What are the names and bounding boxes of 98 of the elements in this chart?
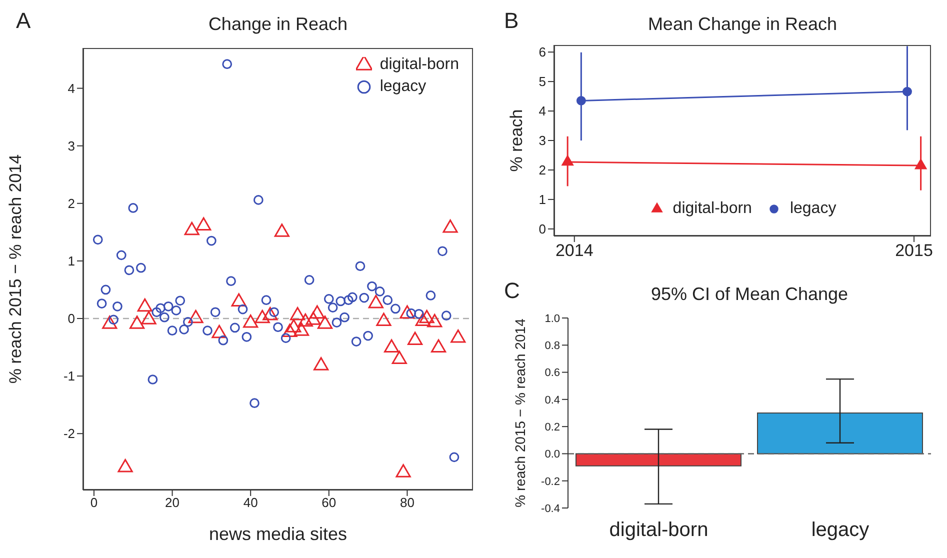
point xyxy=(128,203,138,213)
chart-title: Change in Reach xyxy=(207,14,349,35)
point xyxy=(382,295,393,306)
point xyxy=(359,292,370,303)
y-tick-label: 3 xyxy=(538,133,546,148)
point xyxy=(226,276,236,286)
text: B xyxy=(504,8,519,34)
point xyxy=(179,324,189,334)
point xyxy=(441,310,452,321)
y-tick-label: 0 xyxy=(538,222,546,237)
point xyxy=(218,335,228,346)
point xyxy=(576,96,586,106)
point xyxy=(206,236,216,246)
point xyxy=(367,281,377,292)
point xyxy=(426,290,436,300)
y-tick-label: 3 xyxy=(68,138,75,154)
point xyxy=(163,301,174,312)
point xyxy=(250,398,260,408)
point xyxy=(332,318,342,328)
point xyxy=(222,59,232,70)
point xyxy=(253,195,264,205)
point xyxy=(238,304,248,314)
y-tick-label: 6 xyxy=(538,44,546,60)
point xyxy=(324,294,334,304)
y-tick-label: 1 xyxy=(68,254,75,269)
point xyxy=(136,262,146,273)
point xyxy=(210,307,220,318)
legend-label: legacy xyxy=(790,200,836,218)
x-tick-label: 60 xyxy=(322,495,336,510)
y-tick-label: -1 xyxy=(63,368,75,384)
point xyxy=(167,326,178,336)
y-tick-label: 0.2 xyxy=(544,421,560,434)
y-tick-label: 0.4 xyxy=(544,394,560,406)
point xyxy=(351,336,362,346)
chart-title: Mean Change in Reach xyxy=(646,14,838,35)
point xyxy=(344,295,354,306)
x-tick-label: 20 xyxy=(165,495,180,510)
point xyxy=(230,322,240,333)
text: A xyxy=(16,8,31,34)
point xyxy=(363,330,373,341)
y-tick-label: 4 xyxy=(68,80,75,96)
x-tick-label: 2014 xyxy=(555,241,594,260)
legend-label: digital-born xyxy=(380,56,459,74)
point xyxy=(336,296,346,306)
point xyxy=(175,296,186,306)
point xyxy=(261,295,272,306)
point xyxy=(374,286,385,296)
y-tick-label: -2 xyxy=(63,426,75,442)
legend-label: digital-born xyxy=(672,200,752,218)
point xyxy=(160,312,170,322)
x-tick-label: 40 xyxy=(243,495,258,510)
y-tick-label: 4 xyxy=(538,104,546,119)
x-tick-label: 80 xyxy=(400,495,414,510)
point xyxy=(183,317,193,327)
y-tick-label: 5 xyxy=(538,74,546,90)
y-axis-title: % reach 2015 − % reach 2014 xyxy=(512,318,528,508)
point xyxy=(273,322,283,332)
y-tick-label: -0.4 xyxy=(541,502,560,515)
point xyxy=(902,86,912,96)
y-tick-label: 2 xyxy=(68,196,75,212)
point xyxy=(347,292,358,302)
point xyxy=(171,306,182,316)
point xyxy=(202,326,212,336)
y-axis-title: % reach 2015 − % reach 2014 xyxy=(6,154,26,384)
chart-title: 95% CI of Mean Change xyxy=(650,284,850,305)
x-axis-title: news media sites xyxy=(208,524,348,544)
y-tick-label: -0.2 xyxy=(541,476,560,488)
y-tick-label: 0.0 xyxy=(544,448,560,461)
point xyxy=(96,298,107,308)
y-tick-label: 1 xyxy=(538,192,546,208)
point xyxy=(112,301,122,312)
y-axis-title: % reach xyxy=(507,109,526,172)
point xyxy=(328,302,338,312)
point xyxy=(124,265,134,276)
point xyxy=(242,332,252,342)
point xyxy=(148,374,158,384)
point xyxy=(414,308,424,319)
y-tick-label: 0.8 xyxy=(544,340,560,352)
point xyxy=(304,275,314,285)
y-tick-label: 1.0 xyxy=(544,312,560,325)
text: C xyxy=(504,278,520,304)
x-tick-label: 0 xyxy=(90,495,98,510)
legend-label: legacy xyxy=(380,78,426,96)
point xyxy=(340,312,350,322)
y-tick-label: 0 xyxy=(68,311,75,326)
point xyxy=(92,234,103,245)
x-tick-label: 2015 xyxy=(895,241,933,260)
y-tick-label: 2 xyxy=(538,162,546,178)
point xyxy=(156,303,166,314)
point xyxy=(355,261,366,272)
point xyxy=(116,250,126,260)
point xyxy=(438,246,448,256)
point xyxy=(100,284,111,295)
point xyxy=(449,452,460,462)
point xyxy=(280,333,291,343)
point xyxy=(390,304,400,314)
point xyxy=(152,307,162,318)
y-tick-label: 0.6 xyxy=(544,367,560,380)
